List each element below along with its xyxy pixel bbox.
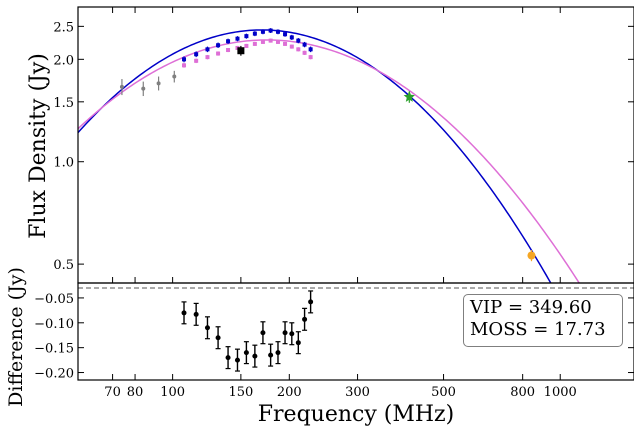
- point-s1-0: [182, 63, 187, 68]
- point-s1-6: [244, 43, 249, 48]
- difference-panel: −0.05 −0.10 −0.15 −0.20 70 80 100 150 200 300 500 8…: [34, 282, 634, 400]
- xtick-label-5: 300: [345, 385, 370, 400]
- point-s1-10: [275, 39, 280, 44]
- diff-point-3: [215, 335, 221, 341]
- point-s1-3: [216, 51, 221, 56]
- point-s0-3: [216, 43, 221, 48]
- xtick-label-6: 500: [431, 385, 456, 400]
- point-s1-12: [289, 44, 294, 49]
- point-s5-0: [527, 251, 536, 260]
- point-s2-3: [172, 74, 177, 79]
- xtick-label-8: 1000: [544, 385, 577, 400]
- point-s1-2: [205, 55, 210, 60]
- point-s0-8: [260, 29, 265, 34]
- diff-ytick-label-2: −0.15: [34, 342, 74, 357]
- xtick-label-2: 100: [160, 385, 185, 400]
- flux-ytick-label-0: 0.5: [53, 258, 74, 273]
- diff-point-15: [308, 299, 314, 305]
- diff-ytick-label-3: −0.20: [34, 367, 74, 382]
- diff-point-11: [282, 330, 288, 336]
- point-s1-13: [296, 47, 301, 52]
- flux-panel: 0.5 1.0 1.5 2.0 2.5: [53, 6, 634, 284]
- point-s2-2: [156, 81, 161, 86]
- diff-point-6: [243, 350, 249, 356]
- flux-ytick-label-2: 1.5: [53, 96, 74, 111]
- diff-point-14: [302, 316, 308, 322]
- point-s0-6: [244, 34, 249, 39]
- point-s0-9: [268, 28, 273, 33]
- diff-point-8: [260, 330, 266, 336]
- diff-ytick-label-0: −0.05: [34, 292, 74, 307]
- point-s1-1: [194, 58, 199, 63]
- point-s2-0: [119, 84, 124, 89]
- difference-frame: [77, 282, 634, 381]
- xtick-label-4: 200: [277, 385, 302, 400]
- point-s0-10: [275, 29, 280, 34]
- frequency-xlabel: Frequency (MHz): [258, 402, 454, 427]
- point-s4-0: [403, 90, 416, 102]
- diff-point-12: [289, 331, 295, 337]
- diff-point-1: [193, 311, 199, 317]
- point-s1-7: [252, 41, 257, 46]
- flux-ylabel: Flux Density (Jy): [26, 53, 51, 239]
- point-s1-9: [268, 38, 273, 43]
- point-s0-13: [296, 38, 301, 43]
- fit-curve-1: [78, 39, 581, 283]
- xtick-label-0: 70: [104, 385, 121, 400]
- diff-point-7: [252, 353, 258, 359]
- point-s1-14: [302, 50, 307, 55]
- diff-point-10: [275, 350, 281, 356]
- point-s1-15: [308, 55, 313, 60]
- moss-stat: MOSS = 17.73: [470, 319, 606, 340]
- point-s0-4: [226, 39, 231, 44]
- stats-box: VIP = 349.60 MOSS = 17.73: [463, 294, 623, 347]
- point-s3-0: [237, 47, 245, 55]
- point-s1-11: [283, 41, 288, 46]
- xtick-label-1: 80: [127, 385, 144, 400]
- point-s0-5: [235, 36, 240, 41]
- diff-point-13: [295, 340, 301, 346]
- flux-ytick-label-4: 2.5: [53, 20, 74, 35]
- xtick-label-7: 800: [510, 385, 535, 400]
- point-s0-11: [283, 32, 288, 37]
- point-s0-15: [308, 47, 313, 52]
- point-s0-12: [289, 35, 294, 40]
- diff-point-2: [204, 325, 210, 331]
- difference-ylabel: Difference (Jy): [5, 267, 27, 407]
- point-s0-1: [194, 52, 199, 57]
- diff-point-9: [268, 352, 274, 358]
- point-s1-8: [260, 39, 265, 44]
- point-s1-4: [226, 48, 231, 53]
- diff-ytick-label-1: −0.10: [34, 317, 74, 332]
- diff-point-4: [225, 355, 231, 361]
- point-s2-1: [141, 86, 146, 91]
- fit-curve-0: [78, 29, 552, 283]
- diff-point-0: [181, 310, 187, 316]
- vip-stat: VIP = 349.60: [470, 297, 592, 318]
- flux-ytick-label-3: 2.0: [53, 53, 74, 68]
- point-s0-7: [252, 31, 257, 36]
- diff-point-5: [234, 357, 240, 363]
- flux-ytick-label-1: 1.0: [53, 156, 74, 171]
- point-s0-14: [302, 42, 307, 47]
- xtick-label-3: 150: [228, 385, 253, 400]
- point-s0-2: [205, 47, 210, 52]
- point-s0-0: [182, 57, 187, 62]
